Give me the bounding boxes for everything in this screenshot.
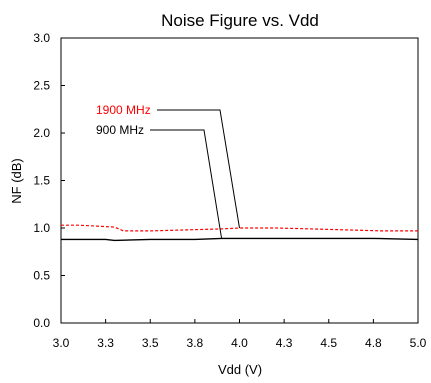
x-tick-label: 4.8 [365,336,382,350]
x-tick-label: 3.0 [53,336,70,350]
y-tick-label: 2.5 [33,79,50,93]
x-tick-label: 3.8 [187,336,204,350]
x-tick-label: 3.3 [97,336,114,350]
y-tick-label: 1.0 [33,221,50,235]
y-tick-label: 2.0 [33,126,50,140]
x-axis: 3.0 3.3 3.5 3.8 4.0 4.3 4.5 4.8 5.0 [53,319,427,350]
x-axis-label: Vdd (V) [218,362,262,377]
y-axis: 0.0 0.5 1.0 1.5 2.0 2.5 3.0 [33,31,65,330]
legend-leader-line [157,109,240,229]
legend-label: 1900 MHz [96,103,151,117]
y-tick-label: 1.5 [33,174,50,188]
y-tick-label: 0.5 [33,269,50,283]
series-line [61,224,418,232]
x-tick-label: 3.5 [142,336,159,350]
x-tick-label: 5.0 [410,336,427,350]
plot-area [60,37,419,324]
y-tick-label: 0.0 [33,316,50,330]
y-tick-label: 3.0 [33,31,50,45]
legend-leader-line [150,129,223,239]
legend-annotations: 1900 MHz 900 MHz [96,103,240,239]
y-axis-label: NF (dB) [9,158,24,204]
legend-label: 900 MHz [96,123,144,137]
x-tick-label: 4.5 [320,336,337,350]
x-tick-label: 4.0 [231,336,248,350]
series-line [61,237,419,242]
x-tick-label: 4.3 [276,336,293,350]
chart-title: Noise Figure vs. Vdd [161,11,319,30]
